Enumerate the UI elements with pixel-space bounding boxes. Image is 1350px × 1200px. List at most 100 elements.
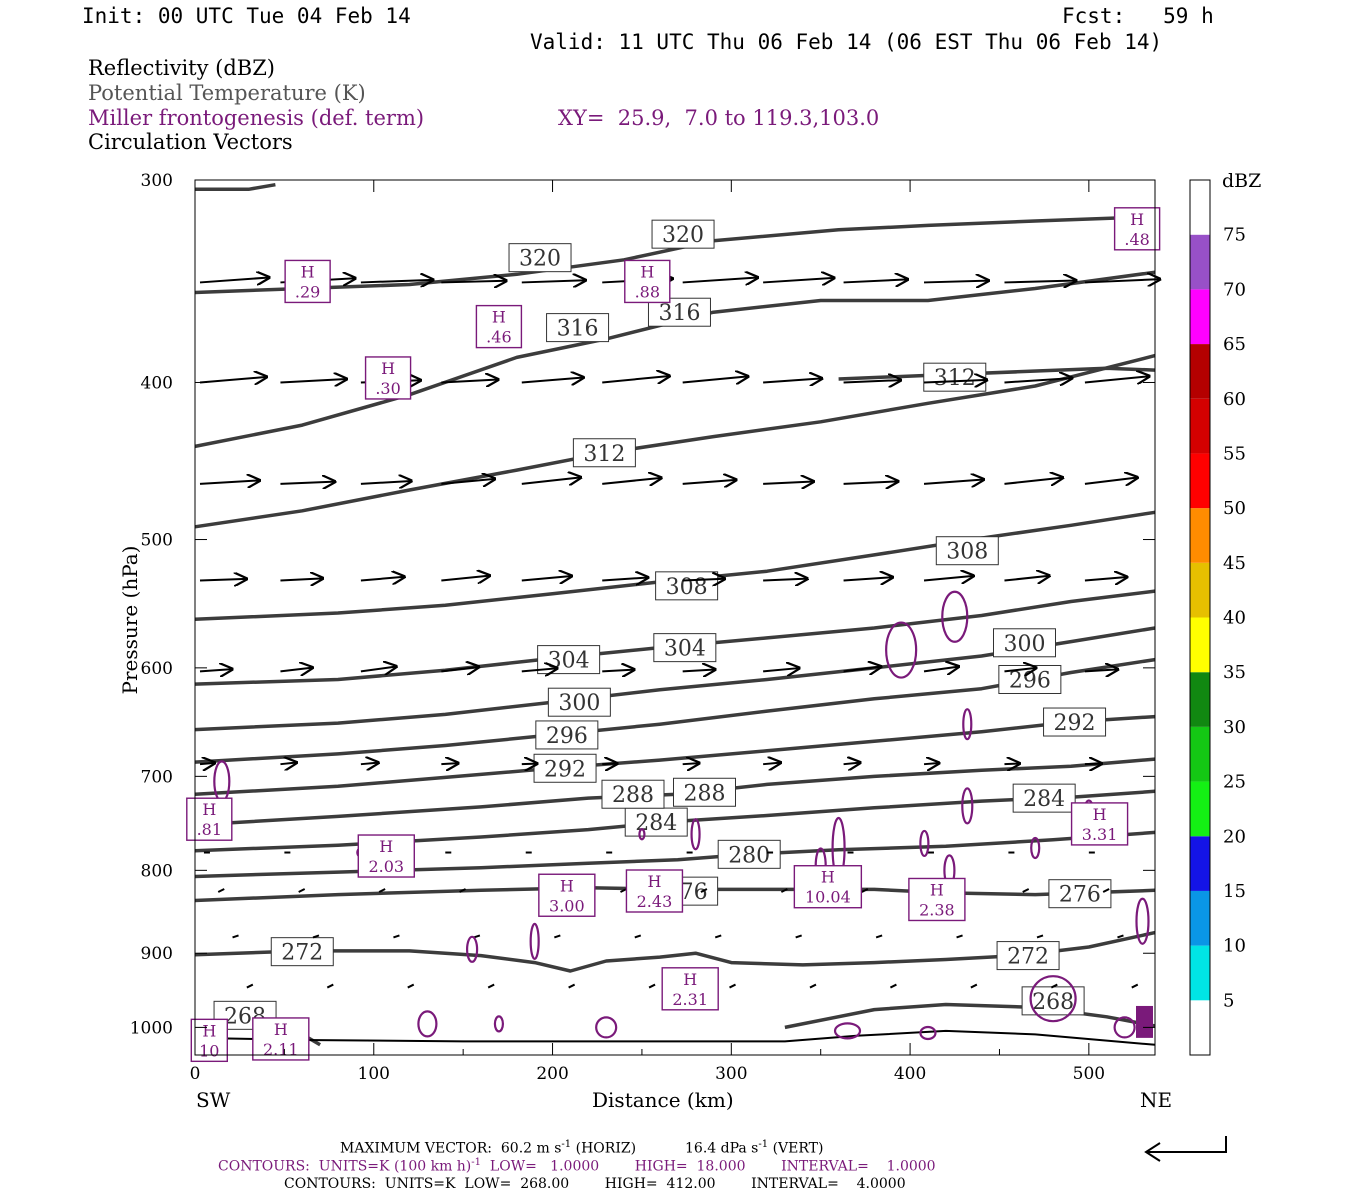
frontogenesis-max-h: H: [640, 262, 654, 281]
circulation-vector: [843, 380, 901, 382]
colorbar-segment: [1190, 726, 1210, 782]
colorbar-segment: [1190, 180, 1210, 235]
circulation-vector: [682, 480, 736, 484]
frontogenesis-max-value: .30: [375, 379, 400, 398]
theta-contour-312: [838, 366, 1156, 381]
circulation-vector: [521, 280, 586, 282]
theta-contour-label: 316: [658, 301, 700, 326]
theta-contour-312: [194, 353, 1156, 529]
theta-contour-label: 272: [281, 941, 323, 966]
circulation-vector: [763, 579, 807, 581]
circulation-vector: [360, 280, 433, 283]
frontogenesis-max-h: H: [683, 970, 697, 989]
frontogenesis-max-value: 10.04: [805, 888, 851, 907]
circulation-vector: [360, 666, 396, 671]
frontogenesis-max-value: 2.11: [263, 1040, 299, 1059]
colorbar-tick-label: 40: [1223, 608, 1246, 629]
footer-max-vector: MAXIMUM VECTOR: 60.2 m s-1 (HORIZ) 16.4 …: [340, 1139, 824, 1157]
plot-frame: [194, 179, 1156, 1056]
colorbar-tick-label: 60: [1223, 389, 1246, 410]
colorbar-tick-label: 10: [1223, 936, 1246, 957]
theta-contour-276: [194, 885, 1156, 903]
frontogenesis-contour: [465, 935, 479, 963]
reference-vector-arrow: [1144, 1136, 1227, 1162]
theta-label-box: [655, 571, 719, 601]
theta-contour-label: 312: [934, 366, 976, 391]
y-tick-label: 700: [141, 767, 173, 787]
circulation-vector: [682, 376, 748, 382]
frontogenesis-max-h: H: [379, 837, 393, 856]
y-axis-label: Pressure (hPa): [118, 545, 142, 695]
colorbar-segment: [1190, 1000, 1210, 1055]
circulation-vector: [843, 763, 861, 765]
x-tick-label: 0: [190, 1064, 201, 1084]
x-axis-label: Distance (km): [592, 1088, 734, 1112]
theta-contour-label: 308: [946, 540, 988, 565]
colorbar-tick-label: 70: [1223, 279, 1246, 300]
colorbar-segment: [1190, 836, 1210, 891]
theta-label-box: [717, 839, 781, 869]
colorbar-tick-label: 75: [1223, 225, 1246, 246]
circulation-vector: [923, 667, 959, 672]
theta-contour-label: 268: [1032, 990, 1074, 1015]
frontogenesis-contour: [1135, 897, 1150, 945]
colorbar-segment: [1190, 508, 1210, 563]
theta-contour-label: 320: [519, 247, 561, 272]
circulation-vector-small: [875, 934, 883, 939]
cross-section-endpoints: XY= 25.9, 7.0 to 119.3,103.0: [558, 106, 880, 130]
circulation-vector: [763, 482, 813, 484]
colorbar-tick-label: 35: [1223, 662, 1246, 683]
circulation-vector: [843, 481, 898, 484]
circulation-vector: [280, 763, 296, 765]
reflectivity-core: [1136, 1005, 1153, 1038]
valid-time: Valid: 11 UTC Thu 06 Feb 14 (06 EST Thu …: [530, 30, 1163, 54]
circulation-vector: [602, 670, 634, 672]
circulation-vector: [280, 379, 346, 382]
y-tick-label: 300: [141, 171, 173, 191]
theta-contour-label: 304: [548, 649, 590, 674]
frontogenesis-contour: [595, 1016, 618, 1039]
colorbar-tick-label: 55: [1223, 443, 1246, 464]
colorbar-tick-label: 45: [1223, 553, 1246, 574]
frontogenesis-max-value: 10: [199, 1041, 219, 1060]
circulation-vector: [199, 669, 232, 671]
frontogenesis-max-h: H: [274, 1020, 288, 1039]
circulation-vector-small: [1117, 934, 1124, 939]
frontogenesis-max-value: 2.03: [368, 857, 404, 876]
frontogenesis-max-box: [284, 259, 331, 304]
frontogenesis-max-value: 2.43: [637, 892, 673, 911]
circulation-vector: [682, 579, 725, 581]
circulation-vector: [763, 668, 799, 671]
circulation-vector-small: [407, 983, 415, 989]
circulation-vector: [441, 281, 506, 283]
y-tick-label: 1000: [130, 1018, 173, 1038]
circulation-vector: [923, 281, 988, 283]
circulation-vector-small: [795, 934, 802, 939]
circulation-vector-small: [378, 888, 386, 893]
theta-contour-308: [194, 510, 1156, 622]
theta-label-box: [1012, 783, 1076, 813]
frontogenesis-max-value: .48: [1124, 230, 1149, 249]
frontogenesis-max-box: [538, 873, 596, 917]
circulation-vector: [1004, 378, 1071, 382]
theta-contour-label: 320: [662, 223, 704, 248]
frontogenesis-max-h: H: [821, 868, 835, 887]
theta-contour-label: 312: [583, 442, 625, 467]
circulation-vector: [843, 279, 908, 282]
circulation-vector: [199, 480, 260, 483]
frontogenesis-max-value: 2.31: [672, 990, 708, 1009]
theta-contour-268: [784, 1002, 1156, 1030]
frontogenesis-max-box: [1070, 802, 1129, 846]
colorbar-segment: [1190, 945, 1210, 1001]
circulation-vector: [843, 667, 881, 672]
theta-label-box: [672, 777, 736, 807]
frontogenesis-max-box: [190, 1018, 229, 1063]
circulation-vector-small: [554, 934, 561, 939]
circulation-vector-small: [956, 934, 963, 939]
circulation-vector: [199, 579, 247, 581]
circulation-vector: [1004, 478, 1062, 484]
x-tick-label: 400: [894, 1064, 926, 1084]
frontogenesis-contour: [493, 1015, 505, 1033]
circulation-vector-small: [714, 934, 722, 939]
frontogenesis-max-h: H: [560, 876, 574, 895]
